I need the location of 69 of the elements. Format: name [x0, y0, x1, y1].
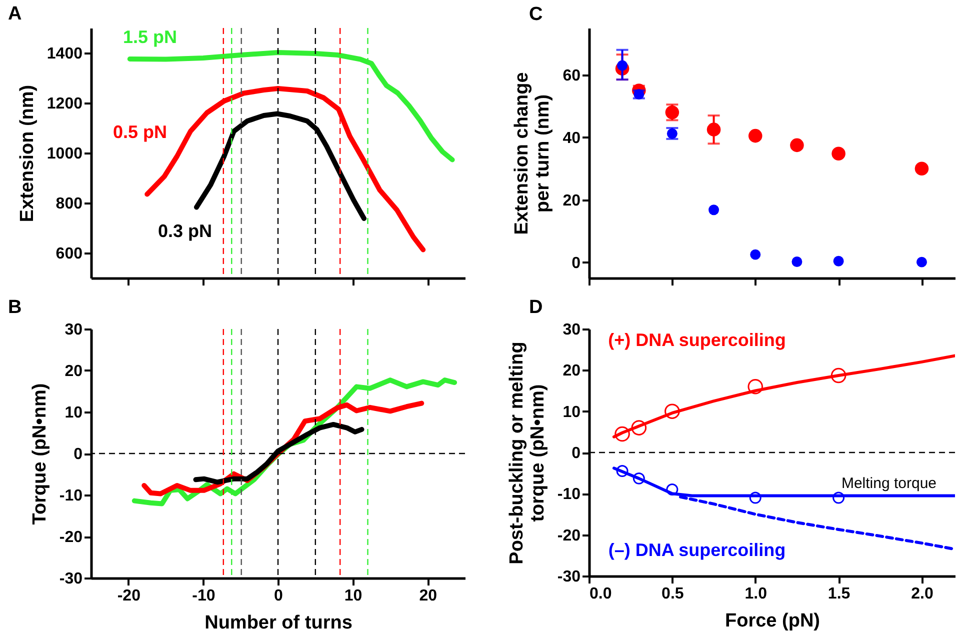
- y-tick-label: 600: [56, 246, 83, 262]
- point: [792, 256, 802, 267]
- point: [832, 492, 845, 504]
- chart-title: C: [529, 4, 543, 25]
- chart-title: B: [8, 297, 22, 318]
- x-tick-label: -20: [117, 588, 141, 604]
- y-tick-label: 0: [572, 254, 581, 272]
- x-tick-label: 2.0: [911, 586, 934, 602]
- y-tick-label: 40: [562, 130, 581, 147]
- point: [914, 162, 929, 176]
- y-tick-label: 30: [64, 322, 83, 338]
- x-tick-label: -10: [192, 588, 216, 604]
- y-tick-label: 10: [562, 404, 581, 421]
- point: [614, 426, 630, 442]
- y-axis-title: Extension (nm): [16, 84, 38, 222]
- series-label: (–) DNA supercoiling: [608, 540, 786, 560]
- x-tick-label: 1.0: [744, 586, 768, 602]
- point: [833, 256, 844, 266]
- x-tick-label: 10: [344, 588, 362, 604]
- point: [748, 379, 764, 394]
- y-tick-label: 800: [56, 196, 83, 212]
- series-label: Melting torque: [841, 475, 937, 492]
- series-label: 1.5 pN: [122, 27, 178, 47]
- x-axis-title: Force (pN): [725, 610, 820, 632]
- y-tick-label: 10: [64, 404, 83, 422]
- x-tick-label: 0: [274, 588, 284, 604]
- series-label: 0.5 pN: [112, 122, 168, 142]
- y-tick-label: -30: [59, 570, 83, 588]
- point: [832, 146, 846, 161]
- y-tick-label: 0: [572, 445, 581, 462]
- y-tick-label: 20: [562, 362, 581, 380]
- x-tick-label: 0.0: [590, 586, 612, 602]
- point: [666, 484, 678, 496]
- point: [749, 492, 762, 504]
- point: [631, 420, 647, 436]
- y-axis-title: Torque (pN•nm): [29, 383, 50, 525]
- point: [616, 465, 628, 478]
- y-tick-label: 20: [562, 192, 581, 210]
- point: [664, 404, 680, 419]
- point: [790, 138, 804, 152]
- point: [830, 368, 846, 384]
- y-axis-title: Extension change per turn (nm): [512, 72, 554, 235]
- chart-title: D: [529, 297, 543, 318]
- y-tick-label: -20: [59, 529, 83, 546]
- y-tick-label: 30: [562, 322, 581, 338]
- y-tick-label: 1200: [46, 96, 83, 112]
- chart-title: A: [8, 3, 22, 24]
- y-tick-label: -10: [59, 488, 83, 504]
- point: [708, 204, 720, 216]
- x-tick-label: 20: [419, 588, 438, 604]
- x-tick-label: 0.5: [662, 586, 684, 602]
- y-tick-label: 60: [562, 67, 581, 84]
- series-label: 0.3 pN: [158, 221, 212, 241]
- series-label: (+) DNA supercoiling: [608, 330, 786, 350]
- x-tick-label: 1.5: [828, 586, 850, 602]
- line-series: [612, 354, 955, 438]
- x-axis-title: Number of turns: [204, 612, 352, 633]
- point: [750, 249, 761, 260]
- point: [916, 256, 927, 268]
- point: [632, 472, 645, 484]
- y-tick-label: 20: [64, 363, 83, 380]
- y-tick-label: -30: [557, 568, 581, 586]
- y-tick-label: 1400: [46, 46, 83, 62]
- y-tick-label: -10: [557, 486, 581, 504]
- y-axis-title: Post-buckling or melting torque (pN•nm): [506, 342, 548, 564]
- point: [748, 128, 762, 143]
- y-tick-label: 1000: [46, 146, 83, 162]
- y-tick-label: 0: [74, 446, 83, 463]
- y-tick-label: -20: [557, 527, 581, 544]
